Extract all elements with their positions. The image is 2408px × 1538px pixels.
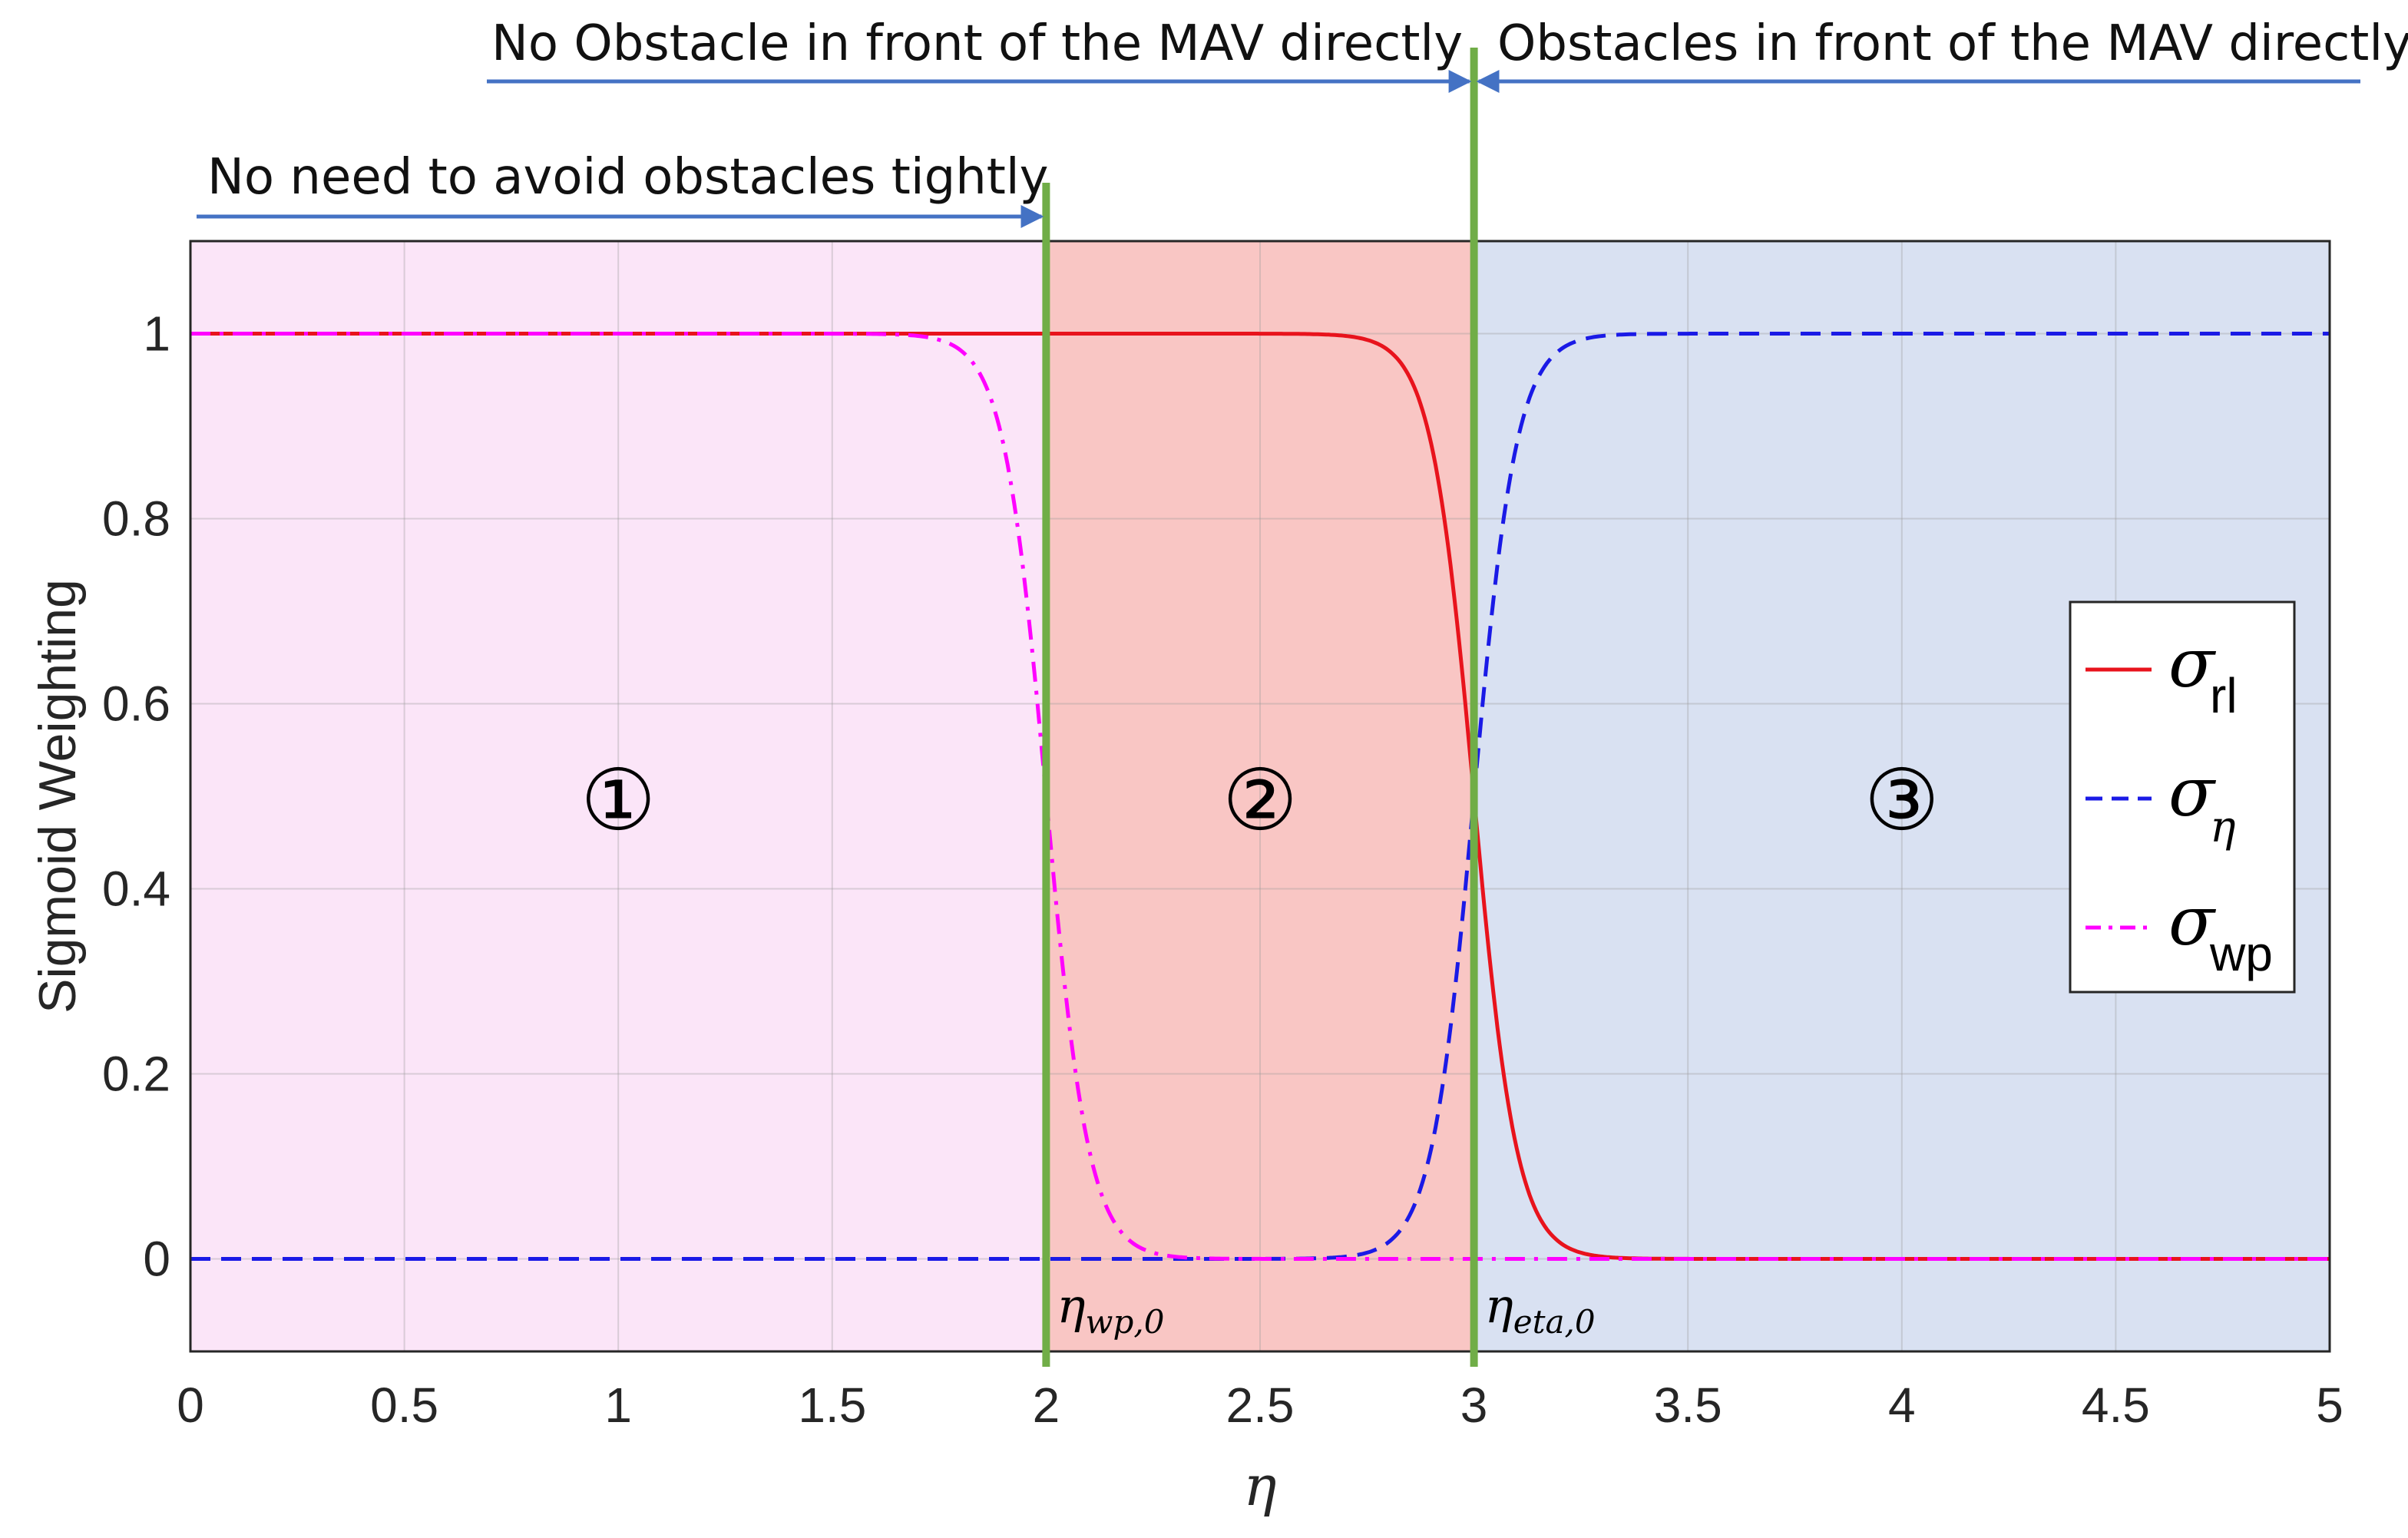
y-tick-label: 0.8 (102, 491, 170, 547)
annotation-no-need-avoid: No need to avoid obstacles tightly (207, 149, 1049, 206)
series-line-η (190, 332, 2330, 1261)
x-tick-label: 2.5 (1226, 1378, 1295, 1433)
x-tick-label: 5 (2316, 1378, 2344, 1433)
plot-frame (189, 240, 2331, 1353)
x-tick-label: 1.5 (798, 1378, 866, 1433)
y-axis-ticks: 0 0.2 0.4 0.6 0.8 1 (102, 306, 170, 1287)
region-1-label: ① (580, 751, 657, 849)
x-tick-label: 0 (177, 1378, 204, 1433)
y-tick-label: 0.6 (102, 676, 170, 732)
y-tick-label: 0.4 (102, 862, 170, 917)
legend-subscript-rl: rl (2210, 668, 2238, 723)
x-tick-label: 2 (1033, 1378, 1060, 1433)
y-axis-label: Sigmoid Weighting (28, 579, 87, 1014)
region-2-label: ② (1222, 751, 1298, 849)
annotations: No need to avoid obstacles tightly No Obs… (197, 15, 2408, 228)
x-axis-ticks: 0 0.5 1 1.5 2 2.5 3 3.5 4 4.5 5 (177, 1378, 2344, 1433)
threshold-lines: ηwp,0 ηeta,0 (1042, 48, 1596, 1367)
legend-symbol-rl: σ (2168, 623, 2217, 703)
x-tick-label: 0.5 (370, 1378, 438, 1433)
x-axis-label: η (1243, 1454, 1276, 1518)
region-3-label: ③ (1864, 751, 1940, 849)
legend-subscript-wp: wp (2209, 926, 2273, 981)
annotation-obstacles: Obstacles in front of the MAV directly (1497, 15, 2408, 72)
x-tick-label: 4.5 (2082, 1378, 2150, 1433)
legend-symbol-η: σ (2168, 752, 2217, 832)
series-line-wp (190, 332, 2330, 1261)
legend-subscript-η: η (2210, 802, 2236, 852)
threshold-label-eta-0: ηeta,0 (1485, 1278, 1596, 1341)
threshold-label-wp-0: ηwp,0 (1057, 1278, 1164, 1341)
region-1-background (190, 241, 1047, 1351)
legend-box (2069, 600, 2296, 994)
x-tick-label: 3.5 (1654, 1378, 1722, 1433)
y-tick-label: 1 (143, 306, 170, 362)
x-tick-label: 4 (1888, 1378, 1916, 1433)
region-2-background (1046, 241, 1474, 1351)
series-lines (190, 332, 2330, 1261)
annotation-no-obstacle: No Obstacle in front of the MAV directly (491, 15, 1463, 72)
x-tick-label: 1 (604, 1378, 632, 1433)
region-labels: ① ② ③ (580, 751, 1940, 849)
x-tick-label: 3 (1460, 1378, 1488, 1433)
y-tick-label: 0 (143, 1232, 170, 1287)
y-tick-label: 0.2 (102, 1047, 170, 1102)
legend-symbol-wp: σ (2168, 881, 2217, 961)
